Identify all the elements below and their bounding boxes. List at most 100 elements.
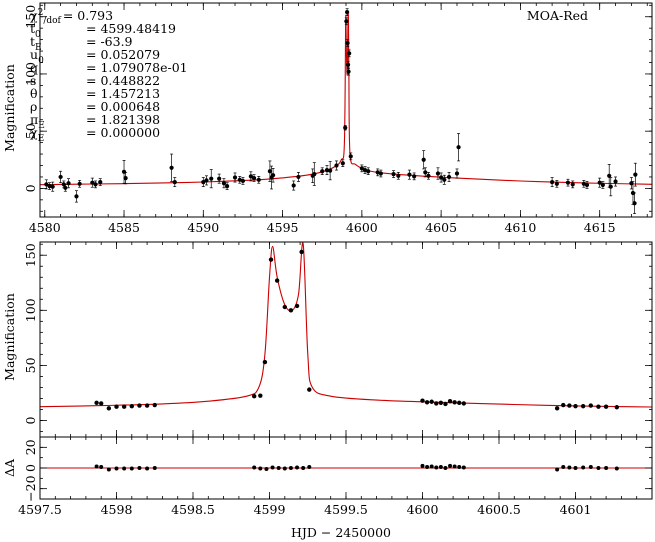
panel-residuals-point <box>270 465 275 470</box>
panel-top-point <box>359 166 364 171</box>
panel-zoom-point <box>429 399 434 404</box>
panel-residuals-point <box>122 466 127 471</box>
panel-residuals-point <box>434 465 439 470</box>
panel-top-point <box>204 178 209 183</box>
panel-zoom-point <box>554 406 560 411</box>
panel-zoom-point <box>152 402 157 408</box>
panel-top-point <box>291 183 296 188</box>
panel-residuals-point <box>276 466 281 470</box>
panel-top-point <box>345 40 350 46</box>
panel-top-point <box>209 176 214 181</box>
panel-zoom-point <box>614 405 620 410</box>
panel-top-point <box>251 175 257 181</box>
panel-top-point <box>237 177 242 182</box>
panel-zoom-point <box>567 403 572 408</box>
panel-top-point <box>232 175 238 180</box>
panel-top-xtick-label: 4580 <box>29 220 61 235</box>
panel-top-point <box>348 154 353 159</box>
panel-top-point <box>50 184 55 189</box>
panel-top-point <box>375 170 380 175</box>
panel-top-point <box>66 181 71 186</box>
panel-residuals-point <box>307 464 312 469</box>
panel-top-point <box>270 173 276 178</box>
panel-top-point <box>421 157 426 162</box>
panel-zoom-point <box>452 400 457 405</box>
panel-top-point <box>90 180 95 185</box>
panel-top-point <box>446 174 452 180</box>
ylabel-residuals: ΔA <box>2 458 17 477</box>
panel-zoom-ytick-label: 0 <box>23 416 38 424</box>
panel-top-point <box>296 174 301 180</box>
panel-residuals-point <box>555 467 560 472</box>
panel-residuals-xtick-label: 4598 <box>101 502 133 517</box>
panel-zoom-point <box>420 398 425 403</box>
panel-residuals-point <box>288 466 293 470</box>
panel-top-point <box>581 181 586 186</box>
panel-zoom-point <box>307 387 312 392</box>
panel-zoom-point <box>144 403 150 408</box>
panel-top-xtick-label: 4605 <box>425 220 457 235</box>
panel-zoom-point <box>443 401 448 407</box>
panel-residuals-point <box>137 466 142 470</box>
panel-zoom-point <box>294 303 300 309</box>
panel-residuals-point <box>596 466 601 470</box>
panel-residuals-xtick-label: 4600.5 <box>477 502 521 517</box>
panel-top-xtick-label: 4585 <box>108 220 140 235</box>
panel-top-point <box>584 182 590 188</box>
panel-top-point <box>312 171 317 177</box>
panel-residuals-point <box>604 466 609 470</box>
panel-residuals-point <box>561 464 566 469</box>
panel-top-point <box>407 172 412 177</box>
panel-top-point <box>554 181 559 186</box>
ylabel-top: Magnification <box>2 64 17 152</box>
panel-top-xtick-label: 4590 <box>187 220 219 235</box>
panel-residuals-point <box>457 464 462 469</box>
panel-residuals-point <box>438 464 443 469</box>
panel-top-xtick-label: 4600 <box>346 220 378 235</box>
panel-top-point <box>240 178 246 184</box>
panel-residuals-point <box>581 465 586 470</box>
panel-top-point <box>423 170 428 175</box>
panel-zoom-ytick-label: 150 <box>23 243 38 267</box>
panel-residuals-point <box>295 465 300 470</box>
panel-top-point <box>391 171 396 177</box>
panel-top-point <box>608 184 613 189</box>
panel-residuals-xtick-label: 4601 <box>560 502 592 517</box>
xlabel: HJD − 2450000 <box>291 525 391 540</box>
panel-zoom-point <box>114 404 119 409</box>
panel-residuals-point <box>129 466 134 471</box>
panel-residuals-xtick-label: 4599.5 <box>324 502 368 517</box>
panel-zoom-point <box>434 401 439 406</box>
panel-top-point <box>224 184 230 189</box>
panel-top-point <box>456 145 461 150</box>
panel-residuals-point <box>99 464 104 469</box>
panel-top-point <box>565 180 571 185</box>
panel-top-point <box>378 171 383 176</box>
panel-top-point <box>366 169 371 174</box>
panel-top-point <box>267 169 272 174</box>
panel-top-point <box>169 165 174 170</box>
panel-top-point <box>58 174 63 180</box>
panel-residuals-xtick-label: 4597.5 <box>18 502 62 517</box>
panel-top-point <box>454 171 460 176</box>
panel-top-point <box>550 179 555 185</box>
panel-top-ytick-label: 50 <box>23 123 38 139</box>
panel-zoom-point <box>99 401 104 406</box>
panel-top-point <box>248 174 253 179</box>
panel-top-point <box>320 169 325 174</box>
panel-zoom-point <box>268 257 274 262</box>
panel-residuals-ytick-label: 0 <box>23 464 38 472</box>
panel-residuals-point <box>425 464 430 469</box>
panel-residuals-point <box>567 465 572 470</box>
panel-residuals-point <box>448 463 453 468</box>
panel-residuals-point <box>443 466 448 470</box>
panel-top-xtick-label: 4595 <box>267 220 299 235</box>
panel-top-point <box>362 167 368 173</box>
panel-zoom-point <box>106 406 112 411</box>
panel-zoom: 0 50 100 150 <box>23 241 653 438</box>
panel-zoom-point <box>447 398 453 404</box>
panel-top-point <box>570 182 575 187</box>
panel-zoom-ytick-label: 100 <box>23 298 38 322</box>
panel-zoom-point <box>299 249 304 255</box>
panel-top-point <box>442 177 447 182</box>
